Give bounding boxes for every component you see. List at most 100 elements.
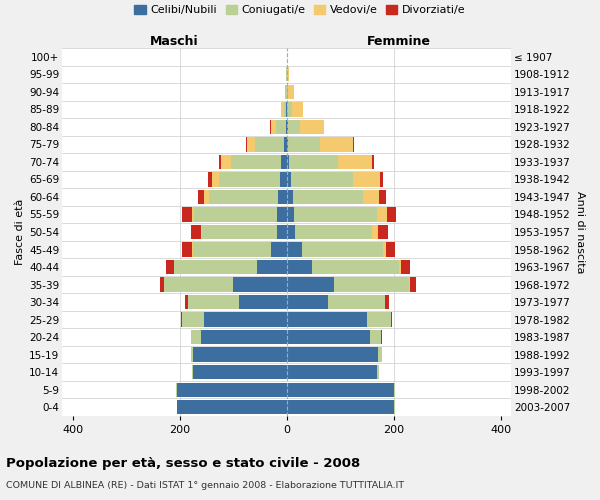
Bar: [192, 242, 193, 256]
Bar: [191, 225, 200, 239]
Bar: [401, 260, 410, 274]
Bar: [185, 295, 188, 310]
Bar: [287, 67, 289, 82]
Bar: [245, 137, 247, 152]
Bar: [175, 260, 257, 274]
Y-axis label: Anni di nascita: Anni di nascita: [575, 190, 585, 273]
Bar: [287, 348, 377, 362]
Bar: [176, 382, 177, 397]
Bar: [182, 312, 204, 327]
Bar: [247, 137, 254, 152]
Bar: [208, 172, 212, 186]
Bar: [287, 382, 394, 397]
Bar: [254, 137, 284, 152]
Bar: [289, 84, 294, 99]
Bar: [320, 137, 353, 152]
Bar: [221, 154, 230, 169]
Bar: [193, 365, 287, 380]
Bar: [386, 242, 395, 256]
Bar: [287, 154, 289, 169]
Bar: [289, 154, 338, 169]
Bar: [182, 208, 191, 222]
Y-axis label: Fasce di età: Fasce di età: [15, 199, 25, 265]
Bar: [287, 330, 370, 344]
Bar: [277, 208, 287, 222]
Bar: [233, 278, 287, 291]
Bar: [284, 137, 287, 152]
Bar: [394, 382, 395, 397]
Bar: [289, 137, 320, 152]
Bar: [285, 84, 287, 99]
Bar: [372, 225, 377, 239]
Bar: [202, 225, 277, 239]
Bar: [281, 154, 287, 169]
Bar: [377, 348, 382, 362]
Bar: [198, 190, 205, 204]
Bar: [287, 137, 289, 152]
Bar: [287, 242, 302, 256]
Bar: [286, 120, 287, 134]
Legend: Celibi/Nubili, Coniugati/e, Vedovi/e, Divorziati/e: Celibi/Nubili, Coniugati/e, Vedovi/e, Di…: [130, 0, 470, 20]
Bar: [287, 102, 292, 117]
Bar: [230, 154, 281, 169]
Bar: [391, 312, 392, 327]
Bar: [383, 242, 386, 256]
Bar: [385, 295, 389, 310]
Bar: [219, 172, 280, 186]
Bar: [287, 225, 295, 239]
Bar: [377, 208, 387, 222]
Bar: [287, 260, 313, 274]
Bar: [287, 172, 291, 186]
Bar: [394, 400, 395, 414]
Bar: [287, 312, 367, 327]
Bar: [313, 260, 399, 274]
Bar: [288, 120, 299, 134]
Bar: [204, 312, 287, 327]
Bar: [399, 260, 401, 274]
Bar: [362, 190, 379, 204]
Bar: [377, 225, 388, 239]
Bar: [302, 242, 383, 256]
Bar: [201, 330, 287, 344]
Bar: [191, 330, 201, 344]
Bar: [380, 172, 383, 186]
Bar: [353, 172, 380, 186]
Bar: [191, 365, 193, 380]
Text: Femmine: Femmine: [367, 35, 431, 48]
Bar: [370, 330, 382, 344]
Bar: [166, 260, 174, 274]
Bar: [160, 278, 164, 291]
Bar: [338, 154, 372, 169]
Bar: [287, 120, 288, 134]
Bar: [271, 242, 287, 256]
Text: Popolazione per età, sesso e stato civile - 2008: Popolazione per età, sesso e stato civil…: [6, 458, 360, 470]
Bar: [372, 154, 374, 169]
Bar: [271, 120, 276, 134]
Bar: [387, 208, 397, 222]
Bar: [293, 190, 362, 204]
Bar: [287, 190, 293, 204]
Bar: [287, 84, 289, 99]
Bar: [212, 172, 219, 186]
Bar: [164, 278, 233, 291]
Bar: [334, 278, 409, 291]
Bar: [295, 225, 372, 239]
Bar: [328, 295, 385, 310]
Bar: [188, 295, 239, 310]
Bar: [287, 400, 394, 414]
Text: COMUNE DI ALBINEA (RE) - Dati ISTAT 1° gennaio 2008 - Elaborazione TUTTITALIA.IT: COMUNE DI ALBINEA (RE) - Dati ISTAT 1° g…: [6, 481, 404, 490]
Bar: [177, 382, 287, 397]
Bar: [292, 102, 304, 117]
Bar: [193, 242, 271, 256]
Bar: [294, 208, 377, 222]
Bar: [409, 278, 410, 291]
Bar: [277, 225, 287, 239]
Bar: [377, 365, 379, 380]
Bar: [239, 295, 287, 310]
Bar: [182, 242, 192, 256]
Bar: [278, 190, 287, 204]
Bar: [291, 172, 353, 186]
Bar: [367, 312, 391, 327]
Bar: [287, 295, 328, 310]
Bar: [177, 400, 287, 414]
